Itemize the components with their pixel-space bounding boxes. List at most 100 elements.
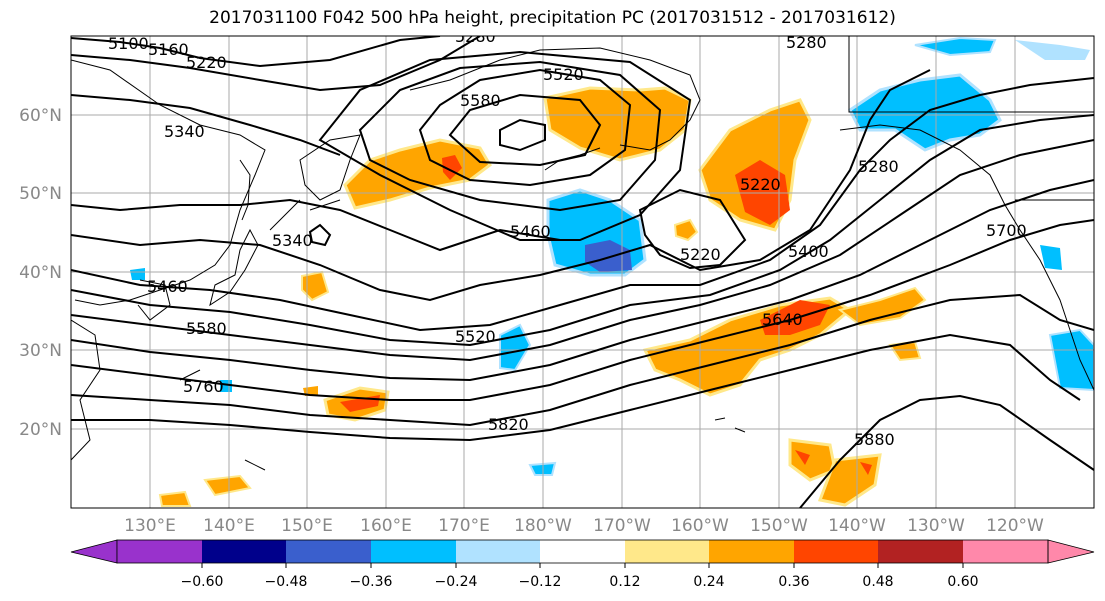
colorbar-segment (963, 540, 1048, 563)
contour-line (71, 114, 1094, 347)
lon-label: 130°W (907, 516, 965, 536)
contour-line (71, 179, 1094, 382)
precip-area (1048, 328, 1094, 392)
precip-area (860, 462, 872, 475)
contour-label: 5460 (147, 277, 188, 296)
contour-line (71, 94, 341, 156)
coastlines (71, 36, 1094, 471)
map-frame (70, 35, 1095, 509)
map-area: 5100 5160 5220 5340 5520 5580 5280 5280 … (71, 27, 1094, 508)
contour-line (638, 188, 747, 270)
contour-line (71, 293, 1094, 427)
precip-area (914, 36, 997, 57)
lon-label: 170°E (438, 516, 490, 536)
contour-label: 5580 (460, 91, 501, 110)
sakhalin (239, 159, 251, 221)
kamchatka (299, 134, 361, 201)
colorbar-segment (202, 540, 286, 563)
lon-label: 150°W (750, 516, 808, 536)
contour-label: 5280 (786, 33, 827, 52)
contour-label: 5520 (543, 65, 584, 84)
asia-coast (71, 59, 266, 306)
contour-label: 5400 (788, 242, 829, 261)
colorbar-tick-label: 0.60 (947, 574, 978, 590)
lat-label: 60°N (19, 106, 62, 126)
colorbar-tick-label: −0.12 (519, 574, 562, 590)
contour-label: 5220 (740, 175, 781, 194)
precip-area (203, 474, 252, 497)
colorbar-extend-low (70, 539, 118, 564)
lon-labels: 130°E 140°E 150°E 160°E 170°E 180°W 170°… (124, 516, 1044, 536)
contour-label: 5220 (680, 245, 721, 264)
colorbar-segment (540, 540, 625, 563)
canada-border (848, 36, 1094, 113)
precip-area (158, 490, 192, 507)
colorbar-ticks (201, 563, 964, 568)
precip-area (788, 438, 837, 482)
contour-line (418, 68, 632, 187)
precip-area (130, 268, 145, 280)
graticule (71, 36, 1094, 508)
alaska-se (839, 124, 1094, 391)
contour-label: 5640 (762, 310, 803, 329)
lon-label: 140°W (828, 516, 886, 536)
contour-label: 5340 (164, 122, 205, 141)
precip-area (442, 155, 462, 180)
precip-area (1015, 40, 1090, 60)
colorbar-tick-label: −0.36 (350, 574, 393, 590)
contour-line (71, 77, 1094, 332)
contour-line (71, 333, 1081, 442)
colorbar-segment (794, 540, 878, 563)
contour-label: 5580 (186, 319, 227, 338)
contour-line (499, 118, 546, 152)
lon-label: 150°E (281, 516, 333, 536)
contour-line (358, 60, 662, 212)
colorbar-segment (286, 540, 371, 563)
contour-label: 5700 (986, 221, 1027, 240)
colorbar-tick-label: −0.48 (265, 574, 308, 590)
contour-label: 5760 (183, 377, 224, 396)
colorbar-segment (709, 540, 794, 563)
korea (137, 279, 171, 321)
contour-labels: 5100 5160 5220 5340 5520 5580 5280 5280 … (108, 27, 1027, 449)
china-coast (71, 319, 101, 461)
lon-label: 180°W (514, 516, 572, 536)
contour-label: 5820 (488, 415, 529, 434)
lon-label: 120°W (986, 516, 1044, 536)
colorbar-tick-label: 0.36 (778, 574, 809, 590)
lat-label: 50°N (19, 184, 62, 204)
lon-label: 160°E (360, 516, 412, 536)
contour-label: 5280 (858, 157, 899, 176)
contour-line (71, 69, 931, 302)
contour-label: 5100 (108, 34, 149, 53)
contour-line (71, 198, 561, 252)
precip-area (585, 240, 632, 272)
precip-area (499, 323, 532, 372)
contour-label: 5520 (455, 327, 496, 346)
lon-label: 130°E (124, 516, 176, 536)
contour-label: 5460 (510, 222, 551, 241)
precip-area (795, 450, 810, 465)
lon-label: 140°E (203, 516, 255, 536)
chart-title: 2017031100 F042 500 hPa height, precipit… (209, 8, 896, 28)
precip-area (1040, 245, 1062, 270)
contour-line (71, 36, 441, 68)
colorbar-segment (117, 540, 202, 563)
colorbar: −0.60 −0.48 −0.36 −0.24 −0.12 0.12 0.24 … (70, 539, 1095, 590)
contour-label: 5280 (455, 27, 496, 46)
contour-line (71, 139, 1094, 362)
lon-label: 160°W (671, 516, 729, 536)
colorbar-tick-label: −0.60 (181, 574, 224, 590)
contour-line (318, 50, 692, 241)
contour-line (71, 36, 481, 92)
lat-label: 30°N (19, 341, 62, 361)
precip-area (301, 270, 330, 302)
contour-line (71, 219, 1094, 401)
contour-label: 5880 (854, 430, 895, 449)
colorbar-extend-high (1047, 539, 1095, 564)
kuril (269, 199, 301, 231)
lat-label: 40°N (19, 263, 62, 283)
contour-label: 5160 (148, 40, 189, 59)
contour-label: 5340 (272, 231, 313, 250)
